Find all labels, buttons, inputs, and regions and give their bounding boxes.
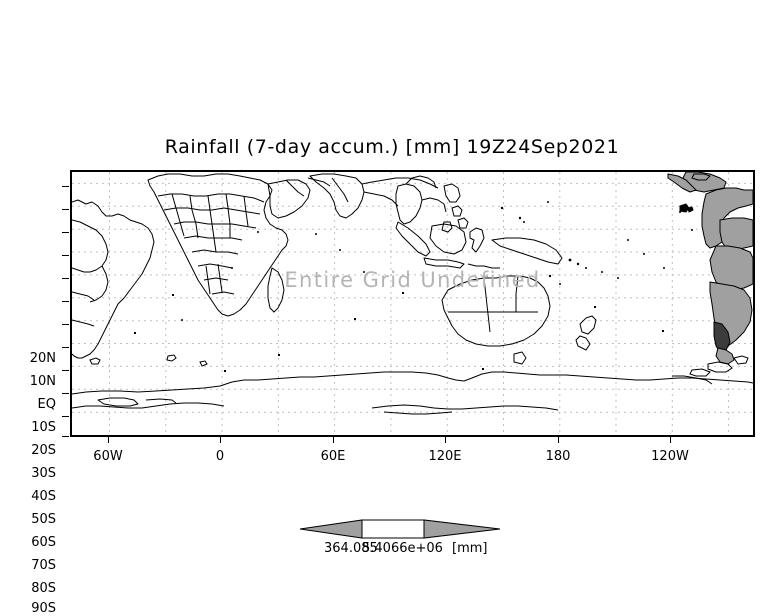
islands-pacific [181, 201, 693, 321]
x-axis-tick [108, 437, 109, 443]
y-axis-tick [62, 278, 69, 279]
y-axis-tick-label: 90S [31, 601, 56, 616]
page-title: Rainfall (7-day accum.) [mm] 19Z24Sep202… [164, 136, 620, 158]
x-axis-labels: 60W 0 60E 120E 180 120W [70, 444, 755, 464]
colorbar-min-label: 364.085 [324, 541, 378, 556]
island-madagascar [267, 267, 285, 313]
y-axis-tick [62, 209, 69, 210]
colorbar[interactable]: 364.085 5.4066e+06 [mm] [300, 516, 500, 562]
x-axis-tick-label: 0 [215, 449, 225, 464]
x-axis-tick [220, 437, 221, 443]
y-axis-tick [62, 347, 69, 348]
x-axis-tick-label: 180 [545, 449, 571, 464]
y-axis-tick [62, 370, 69, 371]
islands-philippines [441, 183, 469, 233]
colorbar-max-label: 5.4066e+06 [362, 541, 443, 556]
y-axis-tick [62, 255, 69, 256]
y-axis-labels: 20N 10N EQ 10S 20S 30S 40S 50S 60S 70S 8… [0, 170, 66, 615]
continent-africa [147, 173, 289, 317]
x-axis-tick [558, 437, 559, 443]
region-south-asia [309, 173, 439, 219]
y-axis-tick-label: 20S [31, 443, 56, 458]
islands-southern-cone [672, 355, 749, 385]
y-axis-tick [62, 186, 69, 187]
y-axis-tick-label: 10N [29, 374, 56, 389]
region-indonesia [395, 221, 563, 269]
colorbar-mid-band [361, 519, 425, 539]
islands-south-atlantic [89, 354, 208, 367]
colorbar-low-end [300, 519, 363, 539]
x-axis-tick [445, 437, 446, 443]
continent-south-america-west [72, 199, 155, 359]
x-axis-tick [670, 437, 671, 443]
y-axis-tick [62, 232, 69, 233]
y-axis-tick-label: 40S [31, 489, 56, 504]
colorbar-swatches[interactable] [300, 516, 500, 542]
continent-south-america-east [667, 172, 753, 365]
y-axis-tick [62, 393, 69, 394]
x-axis-tick-label: 120E [428, 449, 462, 464]
x-axis-tick-label: 60W [93, 449, 123, 464]
y-axis-tick [62, 301, 69, 302]
continent-antarctica [72, 371, 753, 415]
y-axis-tick-label: 70S [31, 558, 56, 573]
region-southeast-asia [395, 175, 447, 225]
y-axis-tick [62, 416, 69, 417]
region-arabia [267, 177, 331, 219]
map-coastlines [72, 172, 753, 415]
x-axis-tick-label: 60E [320, 449, 346, 464]
y-axis-tick-label: 30S [31, 466, 56, 481]
colorbar-units-label: [mm] [452, 541, 488, 556]
y-axis-tick-label: 60S [31, 535, 56, 550]
y-axis-tick-label: 80S [31, 581, 56, 596]
x-axis-tick [333, 437, 334, 443]
continent-australia [441, 275, 551, 365]
y-axis-tick [62, 324, 69, 325]
y-axis-tick-label: 50S [31, 512, 56, 527]
map-clip: Entire Grid Undefined [72, 172, 753, 435]
map-specks [134, 292, 664, 372]
y-axis-tick-label: EQ [37, 397, 56, 412]
y-axis-tick [62, 436, 69, 437]
x-axis-tick-label: 120W [651, 449, 689, 464]
y-axis-tick-label: 20N [29, 351, 56, 366]
colorbar-high-end [423, 519, 500, 539]
y-axis-tick-label: 10S [31, 420, 56, 435]
map-plot-area[interactable]: Entire Grid Undefined [70, 170, 755, 437]
islands-new-zealand [575, 315, 597, 351]
